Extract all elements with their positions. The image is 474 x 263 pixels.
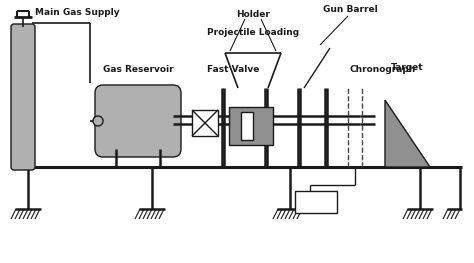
Bar <box>241 112 253 140</box>
Polygon shape <box>385 100 430 167</box>
FancyBboxPatch shape <box>95 85 181 157</box>
Bar <box>192 110 218 136</box>
Text: Target: Target <box>391 63 423 72</box>
Text: Projectile Loading: Projectile Loading <box>207 28 299 37</box>
Text: Fast Valve: Fast Valve <box>207 65 259 74</box>
Text: Holder: Holder <box>236 10 270 19</box>
Text: Main Gas Supply: Main Gas Supply <box>35 8 119 17</box>
Text: Chronograph: Chronograph <box>350 65 416 74</box>
FancyBboxPatch shape <box>11 24 35 170</box>
Text: Gun Barrel: Gun Barrel <box>323 5 377 14</box>
Circle shape <box>93 116 103 126</box>
Bar <box>229 107 273 145</box>
Bar <box>295 191 337 213</box>
Text: Gas Reservoir: Gas Reservoir <box>103 65 173 74</box>
